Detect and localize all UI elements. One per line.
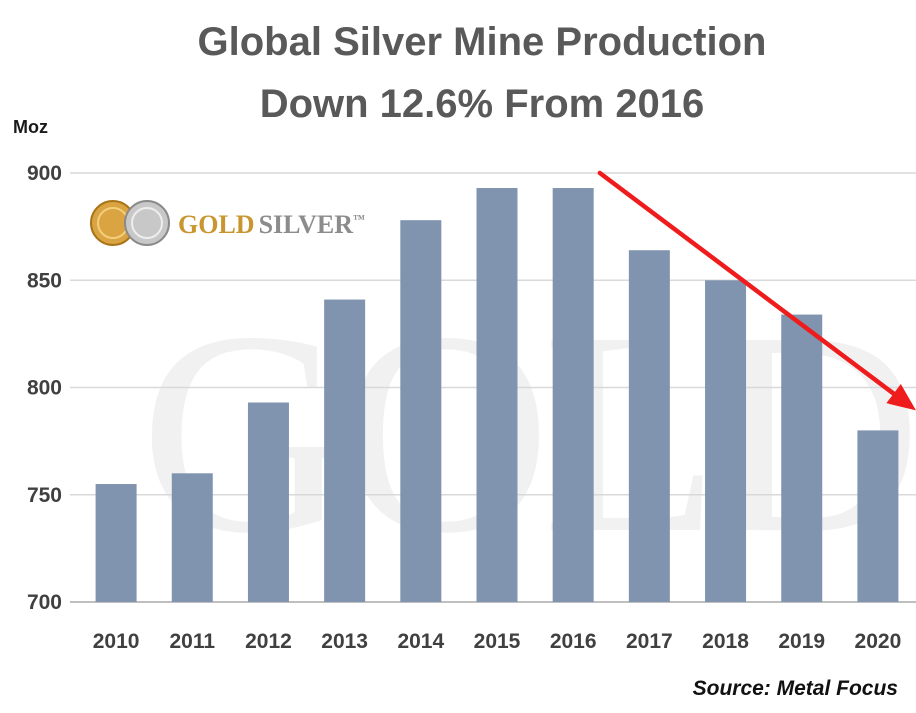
source-note: Source: Metal Focus	[693, 677, 898, 700]
bar-2018	[705, 280, 747, 602]
logo-text-gold: GOLD	[178, 210, 255, 239]
bar-2015	[476, 188, 518, 602]
bar-2014	[400, 220, 442, 602]
y-tick-label-700: 700	[27, 591, 62, 614]
y-tick-label-900: 900	[27, 162, 62, 185]
x-tick-label-2014: 2014	[397, 630, 444, 653]
chart-title-line-1: Global Silver Mine Production	[198, 20, 767, 64]
y-axis-label: Moz	[13, 117, 48, 137]
trend-arrow-shaft	[597, 170, 896, 396]
bar-2013	[324, 299, 366, 602]
x-tick-label-2012: 2012	[245, 630, 292, 653]
bar-2017	[628, 250, 670, 602]
x-tick-label-2020: 2020	[855, 630, 902, 653]
y-tick-label-800: 800	[27, 377, 62, 400]
y-tick-label-750: 750	[27, 484, 62, 507]
bar-2011	[171, 473, 213, 602]
bars	[95, 188, 899, 602]
bar-2010	[95, 484, 137, 602]
x-tick-label-2018: 2018	[702, 630, 749, 653]
y-tick-label-850: 850	[27, 269, 62, 292]
x-tick-label-2016: 2016	[550, 630, 597, 653]
x-tick-label-2017: 2017	[626, 630, 673, 653]
logo-trademark: ™	[353, 212, 365, 226]
x-axis-ticks: 2010 2011 2012 2013 2014 2015 2016 2017 2018 2019…	[93, 630, 902, 653]
logo-text-silver: SILVER	[259, 210, 354, 239]
goldsilver-logo: GOLD SILVER™	[90, 200, 365, 246]
trend-arrow	[597, 170, 916, 411]
chart-title-line-2: Down 12.6% From 2016	[260, 82, 705, 126]
x-tick-label-2010: 2010	[93, 630, 140, 653]
bar-2016	[552, 188, 594, 602]
trend-arrow-head	[886, 383, 916, 411]
x-tick-label-2019: 2019	[778, 630, 825, 653]
x-tick-label-2011: 2011	[169, 630, 215, 653]
logo-wordmark: GOLD SILVER™	[178, 210, 365, 239]
silver-coin-ring	[131, 207, 163, 239]
bar-2019	[781, 314, 823, 602]
y-axis-ticks: 700 750 800 850 900	[27, 162, 62, 614]
bar-2020	[857, 430, 899, 602]
x-tick-label-2013: 2013	[321, 630, 368, 653]
bar-2012	[247, 402, 289, 602]
x-tick-label-2015: 2015	[474, 630, 521, 653]
